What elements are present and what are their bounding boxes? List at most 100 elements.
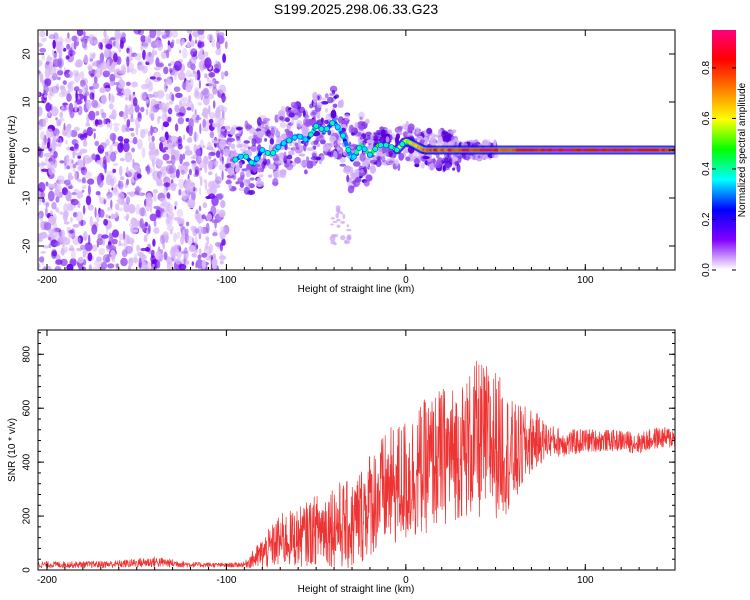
spectrogram-speckle: [90, 40, 93, 45]
colorbar-segment: [712, 180, 736, 183]
spectrogram-speckle: [38, 199, 42, 206]
spectrogram-ridge-point: [275, 144, 282, 150]
spectrogram-speckle: [38, 263, 41, 269]
spectrogram-speckle: [175, 111, 184, 118]
spectrogram-speckle: [110, 199, 113, 209]
spectrogram-speckle: [65, 55, 70, 60]
spectrogram-speckle: [57, 70, 64, 76]
spectrogram-band-speckle: [316, 101, 323, 108]
spectrogram-band-speckle: [351, 173, 356, 181]
spectrogram-speckle: [178, 189, 182, 196]
colorbar-segment: [712, 266, 736, 269]
colorbar-segment: [712, 74, 736, 77]
spectrogram-speckle: [39, 231, 48, 239]
spectrogram-band-speckle: [283, 151, 287, 159]
spectrogram-speckle: [39, 72, 44, 83]
colorbar-segment: [712, 154, 736, 157]
spectrogram-band-speckle: [333, 150, 338, 160]
spectrogram-speckle: [105, 225, 108, 235]
spectrogram-speckle: [194, 249, 199, 254]
colorbar-segment: [712, 222, 736, 225]
colorbar-segment: [712, 184, 736, 187]
colorbar-segment: [712, 82, 736, 85]
colorbar-segment: [712, 260, 736, 263]
spectrogram-speckle: [88, 264, 92, 270]
spectrogram-band-speckle: [426, 127, 433, 135]
spectrogram-speckle: [87, 204, 94, 211]
spectrogram-speckle: [85, 195, 92, 206]
snr-y-tick-label: 400: [22, 453, 33, 470]
spectrogram-band-speckle: [395, 136, 400, 144]
spectrogram-band-speckle: [317, 134, 325, 142]
spectrogram-y-tick-label: 20: [22, 48, 33, 60]
spectrogram-speckle: [126, 235, 131, 245]
spectrogram-speckle: [122, 141, 130, 153]
spectrogram-speckle: [214, 173, 218, 179]
spectrogram-speckle: [196, 154, 202, 165]
spectrogram-speckle: [123, 138, 130, 144]
spectrogram-speckle: [66, 43, 70, 50]
spectrogram-speckle: [208, 181, 215, 191]
spectrogram-speckle: [191, 103, 194, 112]
spectrogram-band-speckle: [329, 135, 337, 143]
spectrogram-speckle: [146, 94, 155, 98]
spectrogram-speckle: [128, 94, 132, 102]
spectrogram-ridge-point: [313, 123, 319, 129]
spectrogram-speckle: [141, 223, 146, 232]
spectrogram-speckle: [38, 124, 43, 131]
spectrogram-speckle: [166, 192, 171, 199]
spectrogram-band-speckle: [269, 137, 275, 145]
spectrogram-speckle: [55, 259, 63, 266]
spectrogram-speckle: [64, 179, 71, 186]
spectrogram-speckle: [166, 160, 173, 164]
spectrogram-speckle: [174, 104, 180, 113]
spectrogram-speckle: [63, 210, 69, 218]
colorbar-segment: [712, 112, 736, 115]
spectrogram-speckle: [133, 30, 142, 35]
spectrogram-speckle: [121, 124, 126, 133]
colorbar-segment: [712, 76, 736, 79]
spectrogram-speckle: [75, 90, 78, 102]
spectrogram-speckle: [55, 36, 64, 45]
spectrogram-speckle: [171, 93, 175, 102]
colorbar-segment: [712, 150, 736, 153]
spectrogram-speckle: [50, 106, 59, 117]
spectrogram-speckle: [106, 194, 112, 200]
spectrogram-speckle: [85, 122, 91, 127]
spectrogram-speckle: [138, 257, 142, 269]
spectrogram-speckle: [44, 94, 47, 98]
spectrogram-speckle: [38, 106, 43, 117]
spectrogram-speckle: [81, 189, 85, 193]
spectrogram-speckle: [195, 116, 202, 121]
spectrogram-band-speckle: [360, 168, 364, 173]
spectrogram-band-speckle: [337, 146, 343, 155]
spectrogram-speckle: [152, 91, 159, 99]
spectrogram-speckle: [170, 60, 176, 66]
spectrogram-speckle: [107, 263, 115, 269]
spectrogram-speckle: [194, 91, 203, 100]
colorbar-segment: [712, 128, 736, 131]
spectrogram-speckle: [63, 203, 69, 214]
spectrogram-speckle: [336, 224, 341, 228]
colorbar-segment: [712, 182, 736, 185]
spectrogram-speckle: [100, 61, 104, 72]
spectrogram-speckle: [119, 165, 123, 177]
spectrogram-speckle: [86, 157, 93, 163]
colorbar-segment: [712, 86, 736, 89]
spectrogram-speckle: [221, 95, 227, 102]
spectrogram-speckle: [137, 111, 142, 119]
spectrogram-speckle: [217, 123, 221, 128]
spectrogram-band-speckle: [309, 103, 314, 109]
spectrogram-ridge-point: [340, 132, 346, 139]
spectrogram-speckle: [72, 149, 76, 159]
spectrogram-band-speckle: [288, 142, 293, 147]
spectrogram-speckle: [73, 40, 77, 50]
spectrogram-speckle: [333, 234, 338, 238]
spectrogram-speckle: [118, 70, 126, 74]
spectrogram-speckle: [185, 221, 190, 227]
spectrogram-speckle: [130, 132, 135, 137]
spectrogram-band-speckle: [267, 133, 275, 139]
spectrogram-speckle: [120, 176, 125, 181]
snr-series-line: [38, 360, 675, 569]
spectrogram-speckle: [71, 159, 74, 164]
